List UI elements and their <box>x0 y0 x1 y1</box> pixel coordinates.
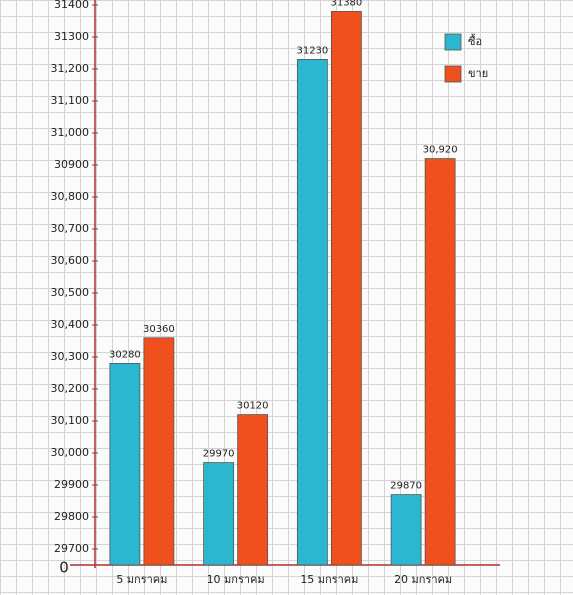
value-label: 29870 <box>390 481 422 492</box>
y-tick-label: 31,100 <box>51 94 90 107</box>
value-label: 30120 <box>237 401 269 412</box>
legend-label: ซื้อ <box>468 33 482 48</box>
y-tick-label: 31,000 <box>51 126 90 139</box>
bar <box>390 494 422 566</box>
y-tick-label: 30900 <box>54 158 89 171</box>
y-tick-label: 30,400 <box>51 318 90 331</box>
y-tick-label: 29800 <box>54 510 89 523</box>
bar <box>424 158 456 566</box>
value-label: 30,920 <box>423 145 458 156</box>
value-label: 31230 <box>296 45 328 56</box>
x-tick-label: 10 มกราคม <box>207 573 265 586</box>
y-tick-label: 31,200 <box>51 62 90 75</box>
y-tick-label: 30,500 <box>51 286 90 299</box>
value-label: 30360 <box>143 324 175 335</box>
bar <box>330 10 362 566</box>
bar <box>203 462 235 566</box>
y-tick-label: 30,000 <box>51 446 90 459</box>
bar <box>237 414 269 566</box>
y-tick-label: 30,200 <box>51 382 90 395</box>
value-label: 31380 <box>330 0 362 8</box>
legend-swatch <box>444 65 462 83</box>
bar <box>109 362 141 566</box>
y-tick-label: 29700 <box>54 542 89 555</box>
y-origin-label: 0 <box>59 559 69 577</box>
y-tick-label: 30,100 <box>51 414 90 427</box>
y-tick-label: 31300 <box>54 30 89 43</box>
x-tick-label: 5 มกราคม <box>116 573 167 586</box>
y-tick-label: 29900 <box>54 478 89 491</box>
y-tick-label: 31400 <box>54 0 89 11</box>
x-tick-label: 20 มกราคม <box>394 573 452 586</box>
y-tick-label: 30,700 <box>51 222 90 235</box>
y-tick-label: 30,800 <box>51 190 90 203</box>
legend-label: ขาย <box>468 67 488 80</box>
legend-swatch <box>444 33 462 51</box>
bar <box>143 337 175 566</box>
y-tick-label: 30,600 <box>51 254 90 267</box>
bar <box>296 59 328 566</box>
y-tick-label: 30,300 <box>51 350 90 363</box>
value-label: 30280 <box>109 349 141 360</box>
x-tick-label: 15 มกราคม <box>300 573 358 586</box>
value-label: 29970 <box>203 449 235 460</box>
